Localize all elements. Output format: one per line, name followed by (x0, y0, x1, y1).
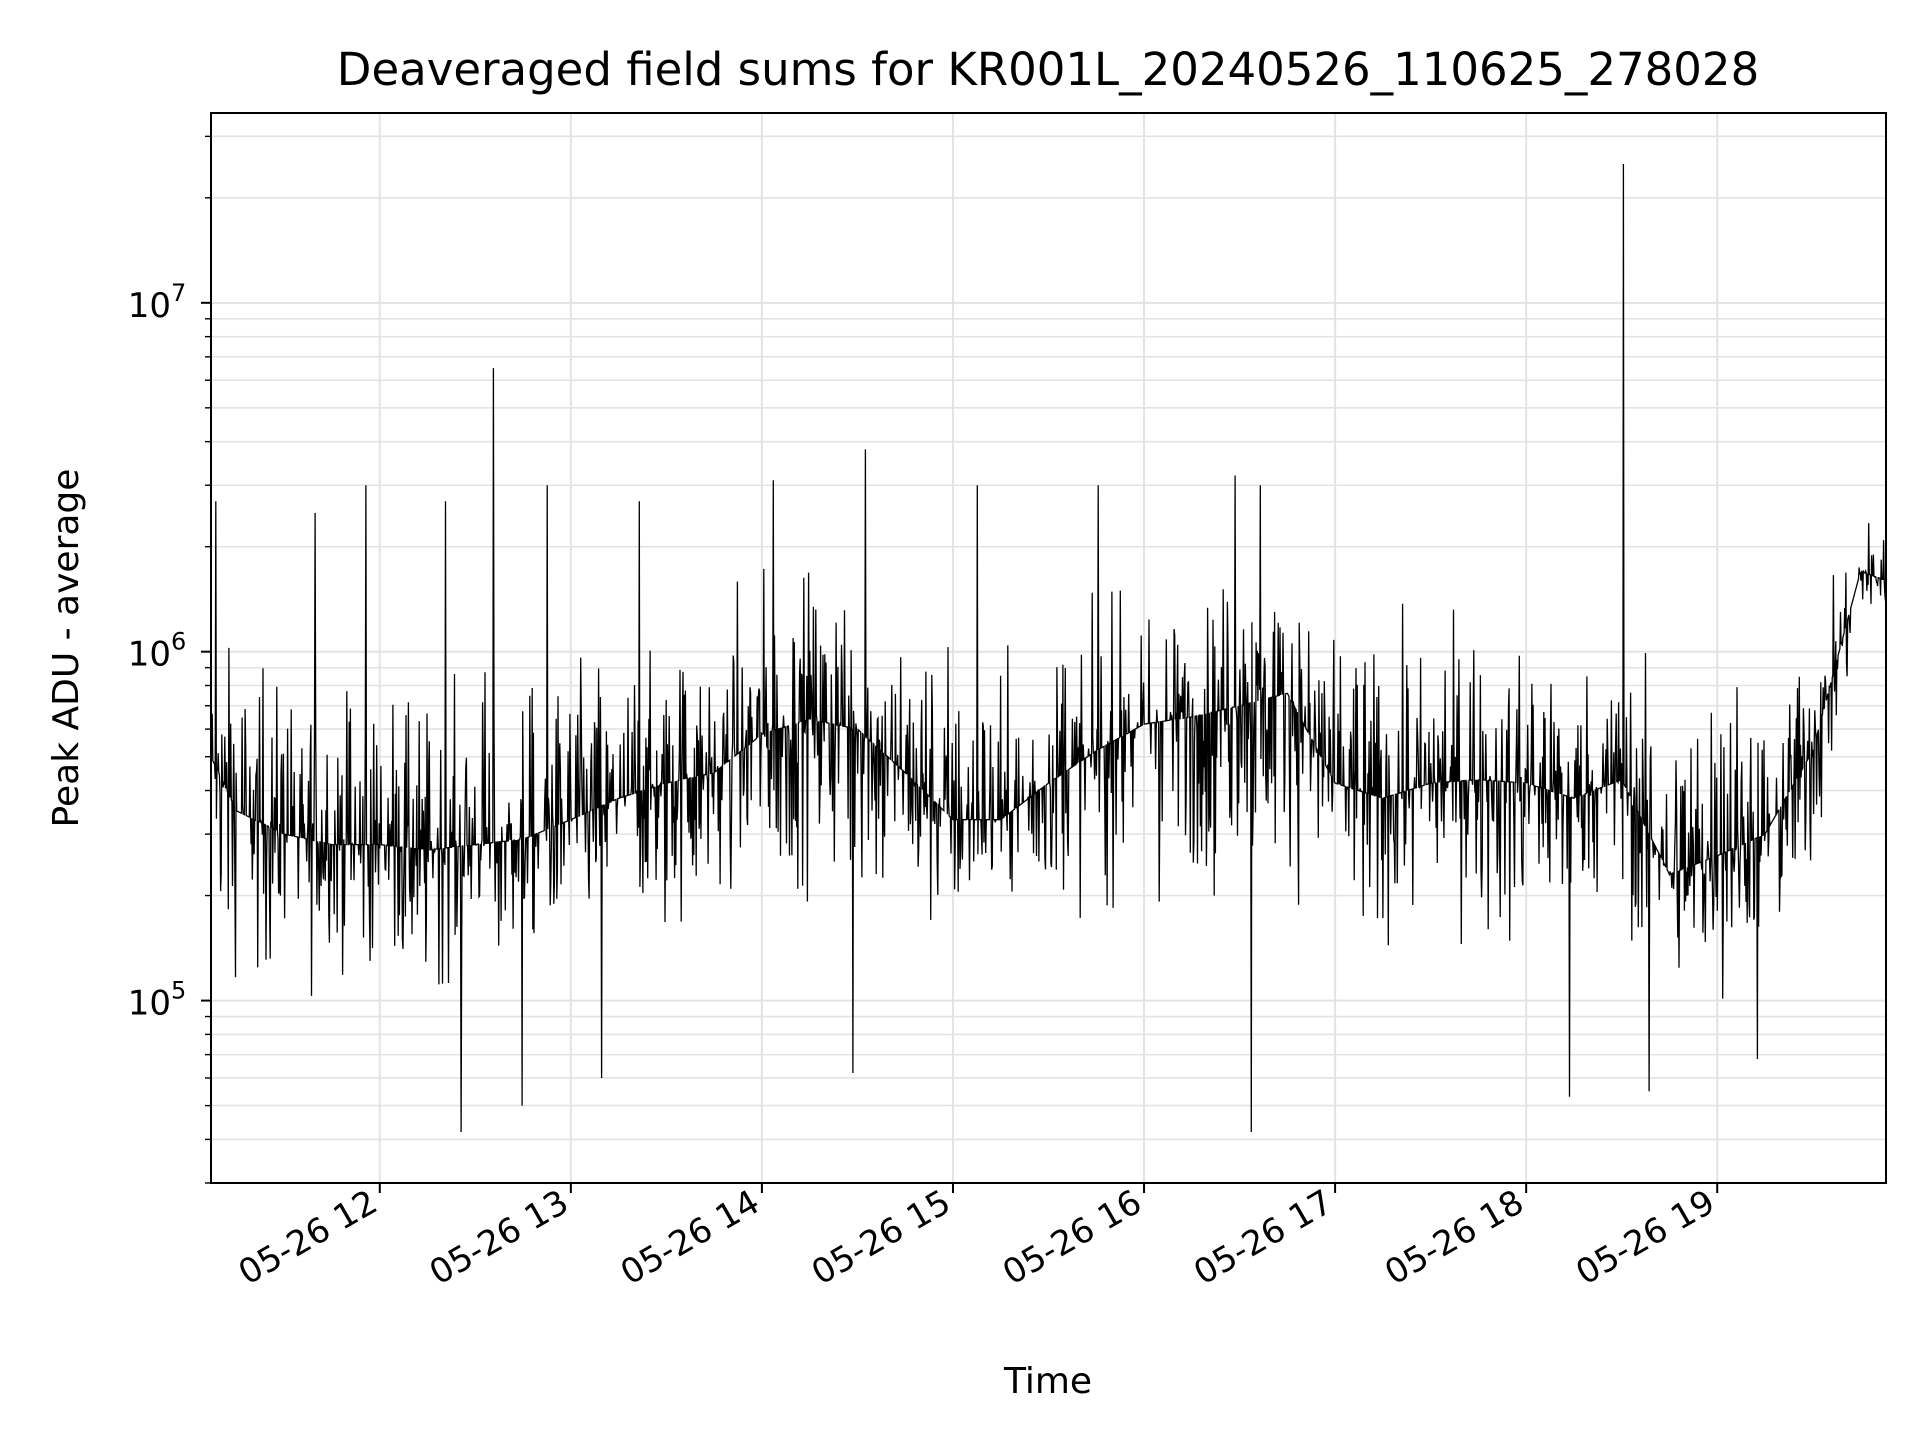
x-axis-title: Time (1003, 1361, 1092, 1402)
y-tick-label: 106 (128, 628, 187, 675)
series-path (210, 163, 1887, 1133)
series-line (210, 163, 1887, 1133)
chart-title: Deaveraged field sums for KR001L_2024052… (337, 43, 1759, 96)
plot-frame (210, 112, 1887, 1184)
y-axis-title: Peak ADU - average (46, 469, 87, 828)
y-tick-label: 107 (128, 279, 187, 326)
y-tick-label: 105 (128, 977, 187, 1024)
